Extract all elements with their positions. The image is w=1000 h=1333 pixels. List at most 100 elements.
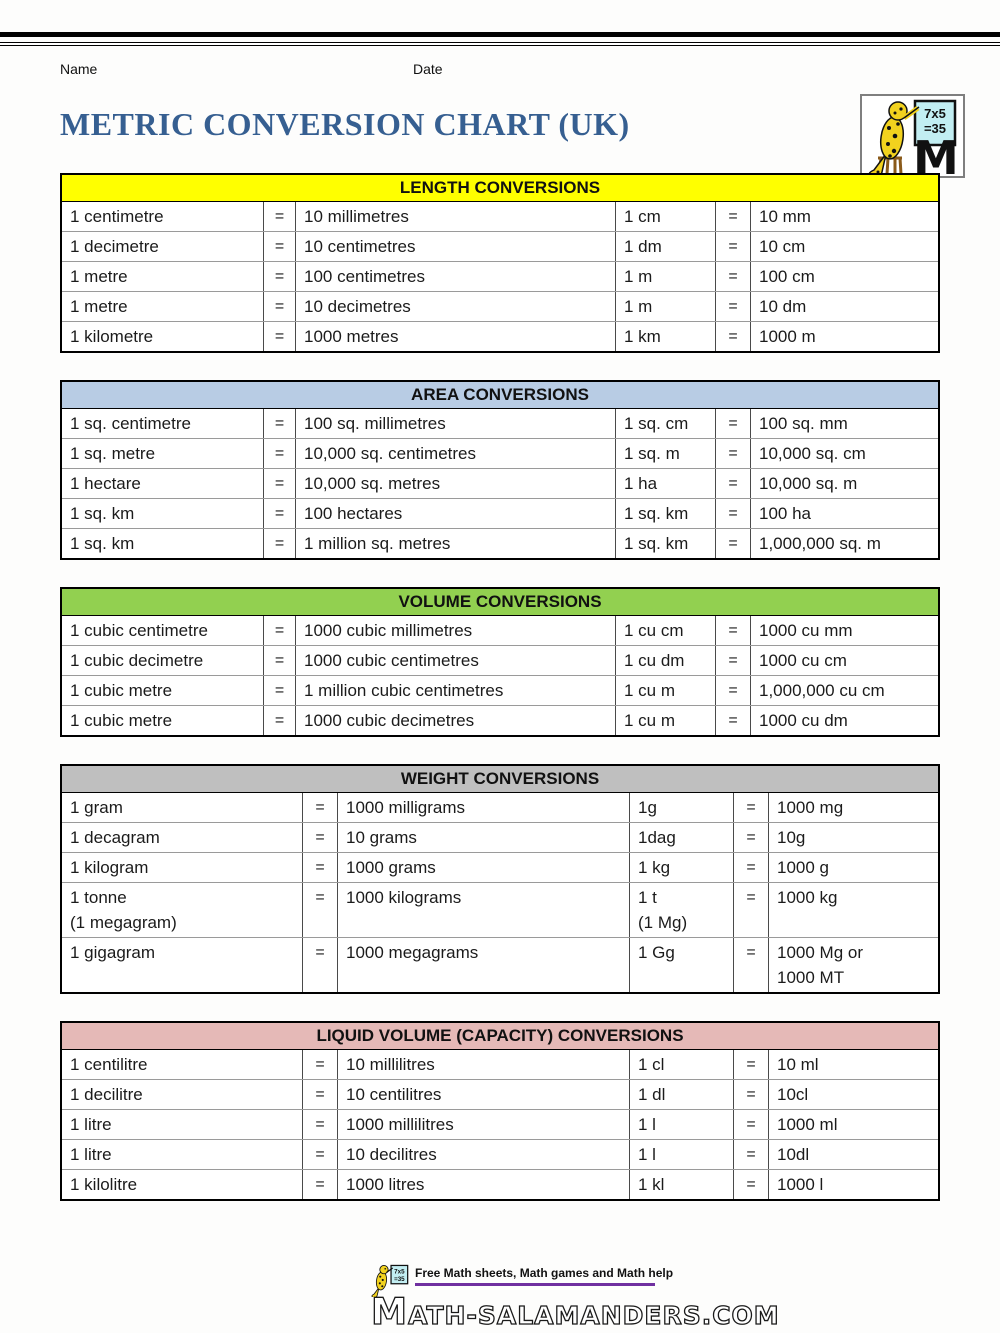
equals-cell: = xyxy=(715,439,750,468)
table-row: 1 sq. km = 100 hectares 1 sq. km = 100 ha xyxy=(62,498,938,528)
table-cell: 1,000,000 cu cm xyxy=(750,676,942,705)
equals-cell: = xyxy=(263,439,295,468)
equals-cell: = xyxy=(263,262,295,291)
table-cell: 10 mm xyxy=(750,202,942,231)
equals-cell: = xyxy=(263,529,295,558)
table-cell: 1000 grams xyxy=(337,853,629,882)
equals-cell: = xyxy=(733,853,768,882)
table-cell: 1 million cubic centimetres xyxy=(295,676,615,705)
table-cell: 1 litre xyxy=(70,1115,112,1134)
table-cell: 10 ml xyxy=(768,1050,942,1079)
table-cell: 1000 litres xyxy=(337,1170,629,1199)
equals-cell: = xyxy=(715,616,750,645)
table-body: 1 sq. centimetre = 100 sq. millimetres 1 sq… xyxy=(62,409,938,558)
table-cell: 1000 cu cm xyxy=(750,646,942,675)
table-cell: 1 cubic metre xyxy=(70,711,173,730)
table-cell: 1 gram xyxy=(70,798,123,817)
equals-cell: = xyxy=(733,1170,768,1199)
table-cell: 1 metre xyxy=(70,297,128,316)
table-cell: 10 dm xyxy=(750,292,942,321)
equals-cell: = xyxy=(263,676,295,705)
table-cell: 1 sq. centimetre xyxy=(70,414,191,433)
table-cell: 1000 cubic decimetres xyxy=(295,706,615,735)
table-row: 1 cubic decimetre = 1000 cubic centimetres… xyxy=(62,645,938,675)
equals-cell: = xyxy=(263,232,295,261)
table-cell: 1 dl xyxy=(629,1080,733,1109)
top-rule-thick xyxy=(0,32,1000,37)
equals-cell: = xyxy=(302,853,337,882)
equals-cell: = xyxy=(715,232,750,261)
equals-cell: = xyxy=(733,1050,768,1079)
table-cell: 1 cubic decimetre xyxy=(70,651,204,670)
equals-cell: = xyxy=(715,202,750,231)
table-row: 1 litre = 10 decilitres 1 l = 10dl xyxy=(62,1139,938,1169)
table-cell: 1 cubic centimetre xyxy=(70,621,208,640)
table-title: LENGTH CONVERSIONS xyxy=(62,175,938,202)
table-row: 1 decagram = 10 grams 1dag = 10g xyxy=(62,822,938,852)
table-cell: 10 millilitres xyxy=(337,1050,629,1079)
footer-divider xyxy=(415,1283,655,1286)
equals-cell: = xyxy=(263,409,295,438)
table-cell: 1 dm xyxy=(615,232,715,261)
table-cell: 1 sq. km xyxy=(70,534,135,553)
table-cell: 100 hectares xyxy=(295,499,615,528)
table-cell: 1 centilitre xyxy=(70,1055,148,1074)
table-row: 1 sq. km = 1 million sq. metres 1 sq. km = 1,… xyxy=(62,528,938,558)
equals-cell: = xyxy=(302,1170,337,1199)
table-cell: 1 cm xyxy=(615,202,715,231)
table-cell: 1 tonne (1 megagram) xyxy=(70,888,177,932)
table-row: 1 kilogram = 1000 grams 1 kg = 1000 g xyxy=(62,852,938,882)
svg-text:7x5: 7x5 xyxy=(394,1268,405,1275)
table-row: 1 metre = 10 decimetres 1 m = 10 dm xyxy=(62,291,938,321)
table-cell: 1dag xyxy=(629,823,733,852)
table-title: LIQUID VOLUME (CAPACITY) CONVERSIONS xyxy=(62,1023,938,1050)
table-cell: 1 decimetre xyxy=(70,237,159,256)
chalkboard-line2: =35 xyxy=(924,121,946,136)
equals-cell: = xyxy=(733,883,768,937)
table-cell: 1 sq. cm xyxy=(615,409,715,438)
table-cell: 100 sq. millimetres xyxy=(295,409,615,438)
svg-text:=35: =35 xyxy=(394,1276,405,1283)
table-row: 1 tonne (1 megagram) = 1000 kilograms 1 t (… xyxy=(62,882,938,937)
page-content: Name Date METRIC CONVERSION CHART (UK) L… xyxy=(60,61,940,1201)
equals-cell: = xyxy=(263,202,295,231)
chalkboard xyxy=(913,99,957,147)
table-cell: 1 kl xyxy=(629,1170,733,1199)
table-cell: 10g xyxy=(768,823,942,852)
table-cell: 1000 kilograms xyxy=(337,883,629,937)
table-cell: 1000 milligrams xyxy=(337,793,629,822)
table-cell: 1 t (1 Mg) xyxy=(629,883,733,937)
liquid-volume-conversions-table: LIQUID VOLUME (CAPACITY) CONVERSIONS 1 c… xyxy=(60,1021,940,1201)
table-row: 1 cubic metre = 1 million cubic centimetre… xyxy=(62,675,938,705)
page-title: METRIC CONVERSION CHART (UK) xyxy=(60,106,630,142)
table-cell: 1000 l xyxy=(768,1170,942,1199)
table-cell: 1000 cu dm xyxy=(750,706,942,735)
equals-cell: = xyxy=(263,499,295,528)
table-cell: 1000 Mg or 1000 MT xyxy=(768,938,942,992)
table-body: 1 centimetre = 10 millimetres 1 cm = 10 mm 1 d… xyxy=(62,202,938,351)
table-cell: 1000 cubic centimetres xyxy=(295,646,615,675)
footer-text-block: Free Math sheets, Math games and Math he… xyxy=(415,1263,673,1286)
table-cell: 10,000 sq. metres xyxy=(295,469,615,498)
table-cell: 1000 cubic millimetres xyxy=(295,616,615,645)
equals-cell: = xyxy=(263,706,295,735)
table-cell: 1 sq. m xyxy=(615,439,715,468)
table-cell: 10 centilitres xyxy=(337,1080,629,1109)
table-cell: 1 cu cm xyxy=(615,616,715,645)
table-row: 1 hectare = 10,000 sq. metres 1 ha = 10,000 s… xyxy=(62,468,938,498)
table-row: 1 centilitre = 10 millilitres 1 cl = 10 ml xyxy=(62,1050,938,1079)
table-row: 1 sq. metre = 10,000 sq. centimetres 1 sq. … xyxy=(62,438,938,468)
equals-cell: = xyxy=(302,793,337,822)
table-cell: 1 cu m xyxy=(615,676,715,705)
table-cell: 1 cu m xyxy=(615,706,715,735)
table-body: 1 gram = 1000 milligrams 1g = 1000 mg 1 decagr… xyxy=(62,793,938,992)
table-cell: 1 km xyxy=(615,322,715,351)
table-cell: 100 sq. mm xyxy=(750,409,942,438)
table-cell: 1 kilolitre xyxy=(70,1175,138,1194)
table-cell: 1 l xyxy=(629,1140,733,1169)
table-cell: 1 gigagram xyxy=(70,943,156,962)
equals-cell: = xyxy=(733,793,768,822)
table-row: 1 gram = 1000 milligrams 1g = 1000 mg xyxy=(62,793,938,822)
equals-cell: = xyxy=(302,823,337,852)
table-cell: 1 sq. km xyxy=(615,529,715,558)
